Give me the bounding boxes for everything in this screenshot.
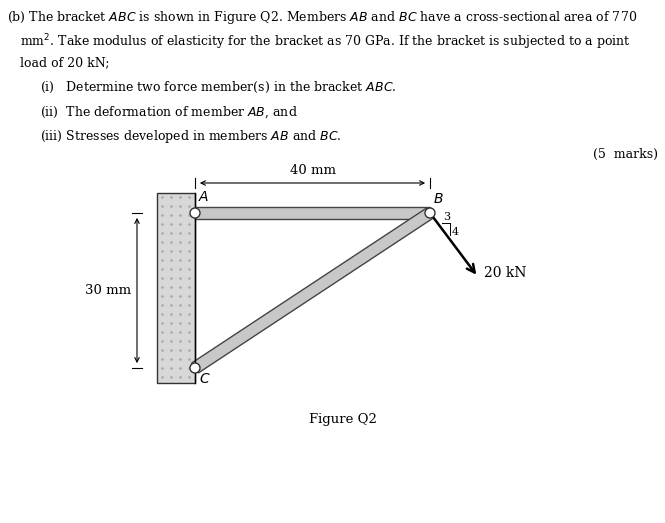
Text: load of 20 kN;: load of 20 kN;	[20, 56, 110, 70]
Text: (i)   Determine two force member(s) in the bracket $ABC$.: (i) Determine two force member(s) in the…	[40, 81, 396, 96]
Bar	[157, 193, 195, 383]
Polygon shape	[192, 208, 434, 373]
Text: mm$^2$. Take modulus of elasticity for the bracket as 70 GPa. If the bracket is : mm$^2$. Take modulus of elasticity for t…	[20, 33, 630, 52]
Text: 20 kN: 20 kN	[484, 266, 527, 280]
Text: (b) The bracket $ABC$ is shown in Figure Q2. Members $AB$ and $BC$ have a cross-: (b) The bracket $ABC$ is shown in Figure…	[7, 9, 637, 26]
Text: 3: 3	[443, 212, 450, 222]
Text: 4: 4	[452, 227, 459, 237]
Bar	[195, 207, 430, 219]
Text: (5  marks): (5 marks)	[593, 149, 658, 162]
Text: 30 mm: 30 mm	[85, 284, 131, 297]
Text: $B$: $B$	[433, 192, 444, 206]
Text: Figure Q2: Figure Q2	[309, 413, 376, 426]
Circle shape	[190, 363, 200, 373]
Circle shape	[190, 208, 200, 218]
Text: (ii)  The deformation of member $AB$, and: (ii) The deformation of member $AB$, and	[40, 104, 298, 120]
Text: (iii) Stresses developed in members $AB$ and $BC$.: (iii) Stresses developed in members $AB$…	[40, 128, 342, 145]
Text: $C$: $C$	[199, 372, 211, 386]
Circle shape	[425, 208, 435, 218]
Text: 40 mm: 40 mm	[289, 164, 336, 177]
Text: $A$: $A$	[198, 190, 209, 204]
